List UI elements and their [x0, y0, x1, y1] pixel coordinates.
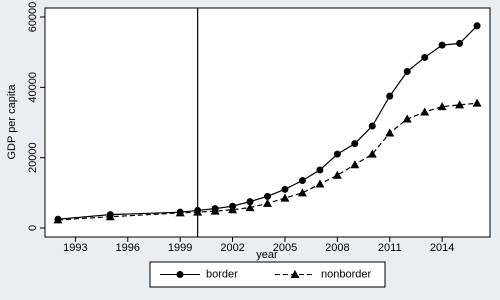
marker: [315, 179, 325, 188]
marker: [472, 98, 482, 107]
x-tick-label: 2008: [325, 242, 349, 254]
marker: [105, 212, 115, 221]
marker: [210, 206, 220, 215]
y-tick-label: 60000: [27, 2, 39, 33]
marker: [53, 215, 63, 224]
marker: [455, 100, 465, 109]
marker: [316, 166, 324, 174]
marker: [421, 53, 429, 61]
marker: [456, 39, 464, 47]
marker: [420, 107, 430, 116]
y-tick-label: 40000: [27, 72, 39, 103]
marker: [437, 102, 447, 111]
marker: [386, 92, 394, 100]
marker: [473, 22, 481, 30]
marker: [332, 170, 342, 179]
x-tick-label: 1999: [168, 242, 192, 254]
legend-marker: [176, 271, 184, 278]
marker: [385, 128, 395, 137]
legend-label: nonborder: [321, 268, 371, 280]
y-tick-label: 20000: [27, 142, 39, 173]
y-axis-label: GDP per capita: [6, 84, 18, 160]
legend-label: border: [206, 268, 238, 280]
marker: [263, 198, 272, 207]
x-tick-label: 1993: [63, 242, 87, 254]
marker: [367, 149, 377, 158]
marker: [228, 205, 238, 214]
marker: [333, 150, 341, 158]
marker: [280, 193, 290, 202]
y-tick-label: 0: [27, 225, 39, 231]
marker: [351, 140, 359, 148]
legend-marker: [290, 270, 300, 278]
marker: [281, 185, 289, 193]
marker: [438, 41, 446, 49]
x-tick-label: 2002: [220, 242, 244, 254]
marker: [402, 114, 412, 123]
x-tick-label: 1996: [116, 242, 140, 254]
marker: [403, 68, 411, 76]
marker: [368, 122, 376, 130]
x-tick-label: 2011: [378, 242, 402, 254]
marker: [175, 208, 185, 217]
marker: [264, 192, 271, 200]
marker: [245, 203, 255, 212]
marker: [193, 207, 203, 216]
marker: [246, 198, 254, 206]
x-axis-label: year: [256, 249, 278, 261]
x-tick-label: 2014: [430, 242, 454, 254]
marker: [297, 188, 307, 197]
marker: [350, 160, 360, 169]
x-tick-label: 2005: [273, 242, 297, 254]
legend-box: [149, 261, 386, 288]
marker: [298, 177, 306, 185]
